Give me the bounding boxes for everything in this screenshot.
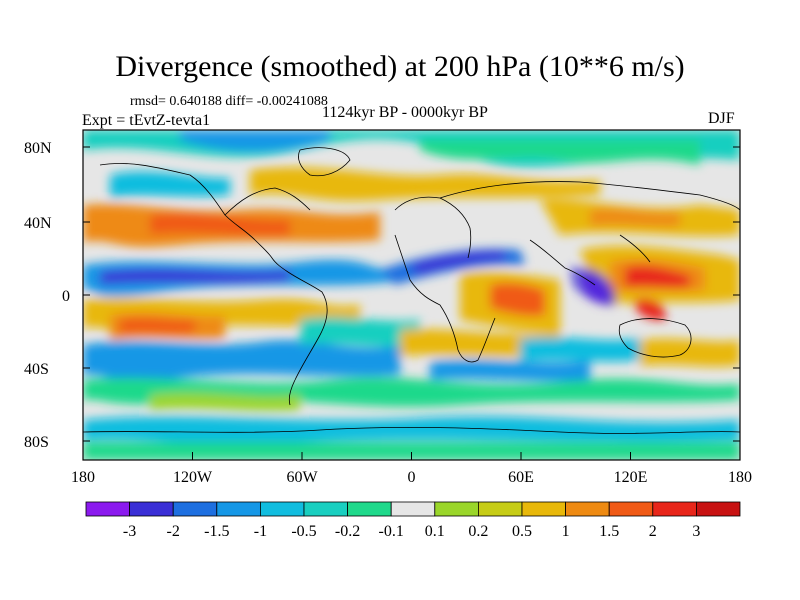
colorbar-swatch — [434, 501, 479, 517]
x-axis — [82, 452, 741, 460]
y-tick-label: 80S — [24, 434, 49, 451]
colorbar-label: 1.5 — [599, 523, 619, 540]
colorbar-label: -1.5 — [204, 523, 229, 540]
x-tick-label: 0 — [408, 469, 416, 486]
x-tick-label: 180 — [71, 469, 95, 486]
colorbar-label: -0.1 — [379, 523, 404, 540]
colorbar-swatch — [652, 501, 697, 517]
colorbar-label: -0.2 — [335, 523, 360, 540]
coastlines — [83, 147, 740, 434]
colorbar-swatch — [565, 501, 610, 517]
y-axis — [83, 146, 740, 442]
colorbar-swatch — [85, 501, 130, 517]
colorbar-label: -0.5 — [291, 523, 316, 540]
period-label: 1124kyr BP - 0000kyr BP — [322, 104, 488, 121]
y-tick-label: 0 — [62, 288, 70, 305]
colorbar-swatch — [696, 501, 741, 517]
experiment-label: Expt = tEvtZ-tevta1 — [82, 112, 211, 129]
colorbar-swatch — [259, 501, 305, 517]
y-tick-label: 40N — [24, 215, 52, 232]
colorbar-label: 2 — [649, 523, 657, 540]
colorbar-label: -3 — [123, 523, 136, 540]
colorbar-swatch — [347, 501, 392, 517]
colorbar-label: 0.5 — [512, 523, 532, 540]
y-tick-label: 80N — [24, 140, 52, 157]
x-tick-label: 180 — [728, 469, 752, 486]
colorbar — [85, 501, 741, 517]
x-tick-label: 60E — [508, 469, 534, 486]
colorbar-swatch — [172, 501, 218, 517]
colorbar-label: -1 — [254, 523, 267, 540]
season-label: DJF — [708, 110, 735, 127]
colorbar-label: 0.1 — [425, 523, 445, 540]
colorbar-swatch — [521, 501, 566, 517]
y-tick-label: 40S — [24, 361, 49, 378]
x-tick-label: 60W — [286, 469, 318, 486]
stats-line: rmsd= 0.640188 diff= -0.00241088 — [130, 94, 328, 109]
colorbar-label: 0.2 — [468, 523, 488, 540]
chart-title: Divergence (smoothed) at 200 hPa (10**6 … — [115, 50, 685, 83]
colorbar-swatch — [216, 501, 261, 517]
x-tick-label: 120W — [173, 469, 213, 486]
colorbar-swatch — [608, 501, 654, 517]
divergence-field — [83, 130, 740, 460]
colorbar-label: 3 — [692, 523, 700, 540]
colorbar-swatch — [477, 501, 523, 517]
colorbar-label: -2 — [167, 523, 180, 540]
x-tick-label: 120E — [614, 469, 648, 486]
colorbar-swatch — [303, 501, 348, 517]
colorbar-swatch — [129, 501, 174, 517]
colorbar-label: 1 — [562, 523, 570, 540]
colorbar-swatch — [390, 501, 436, 517]
